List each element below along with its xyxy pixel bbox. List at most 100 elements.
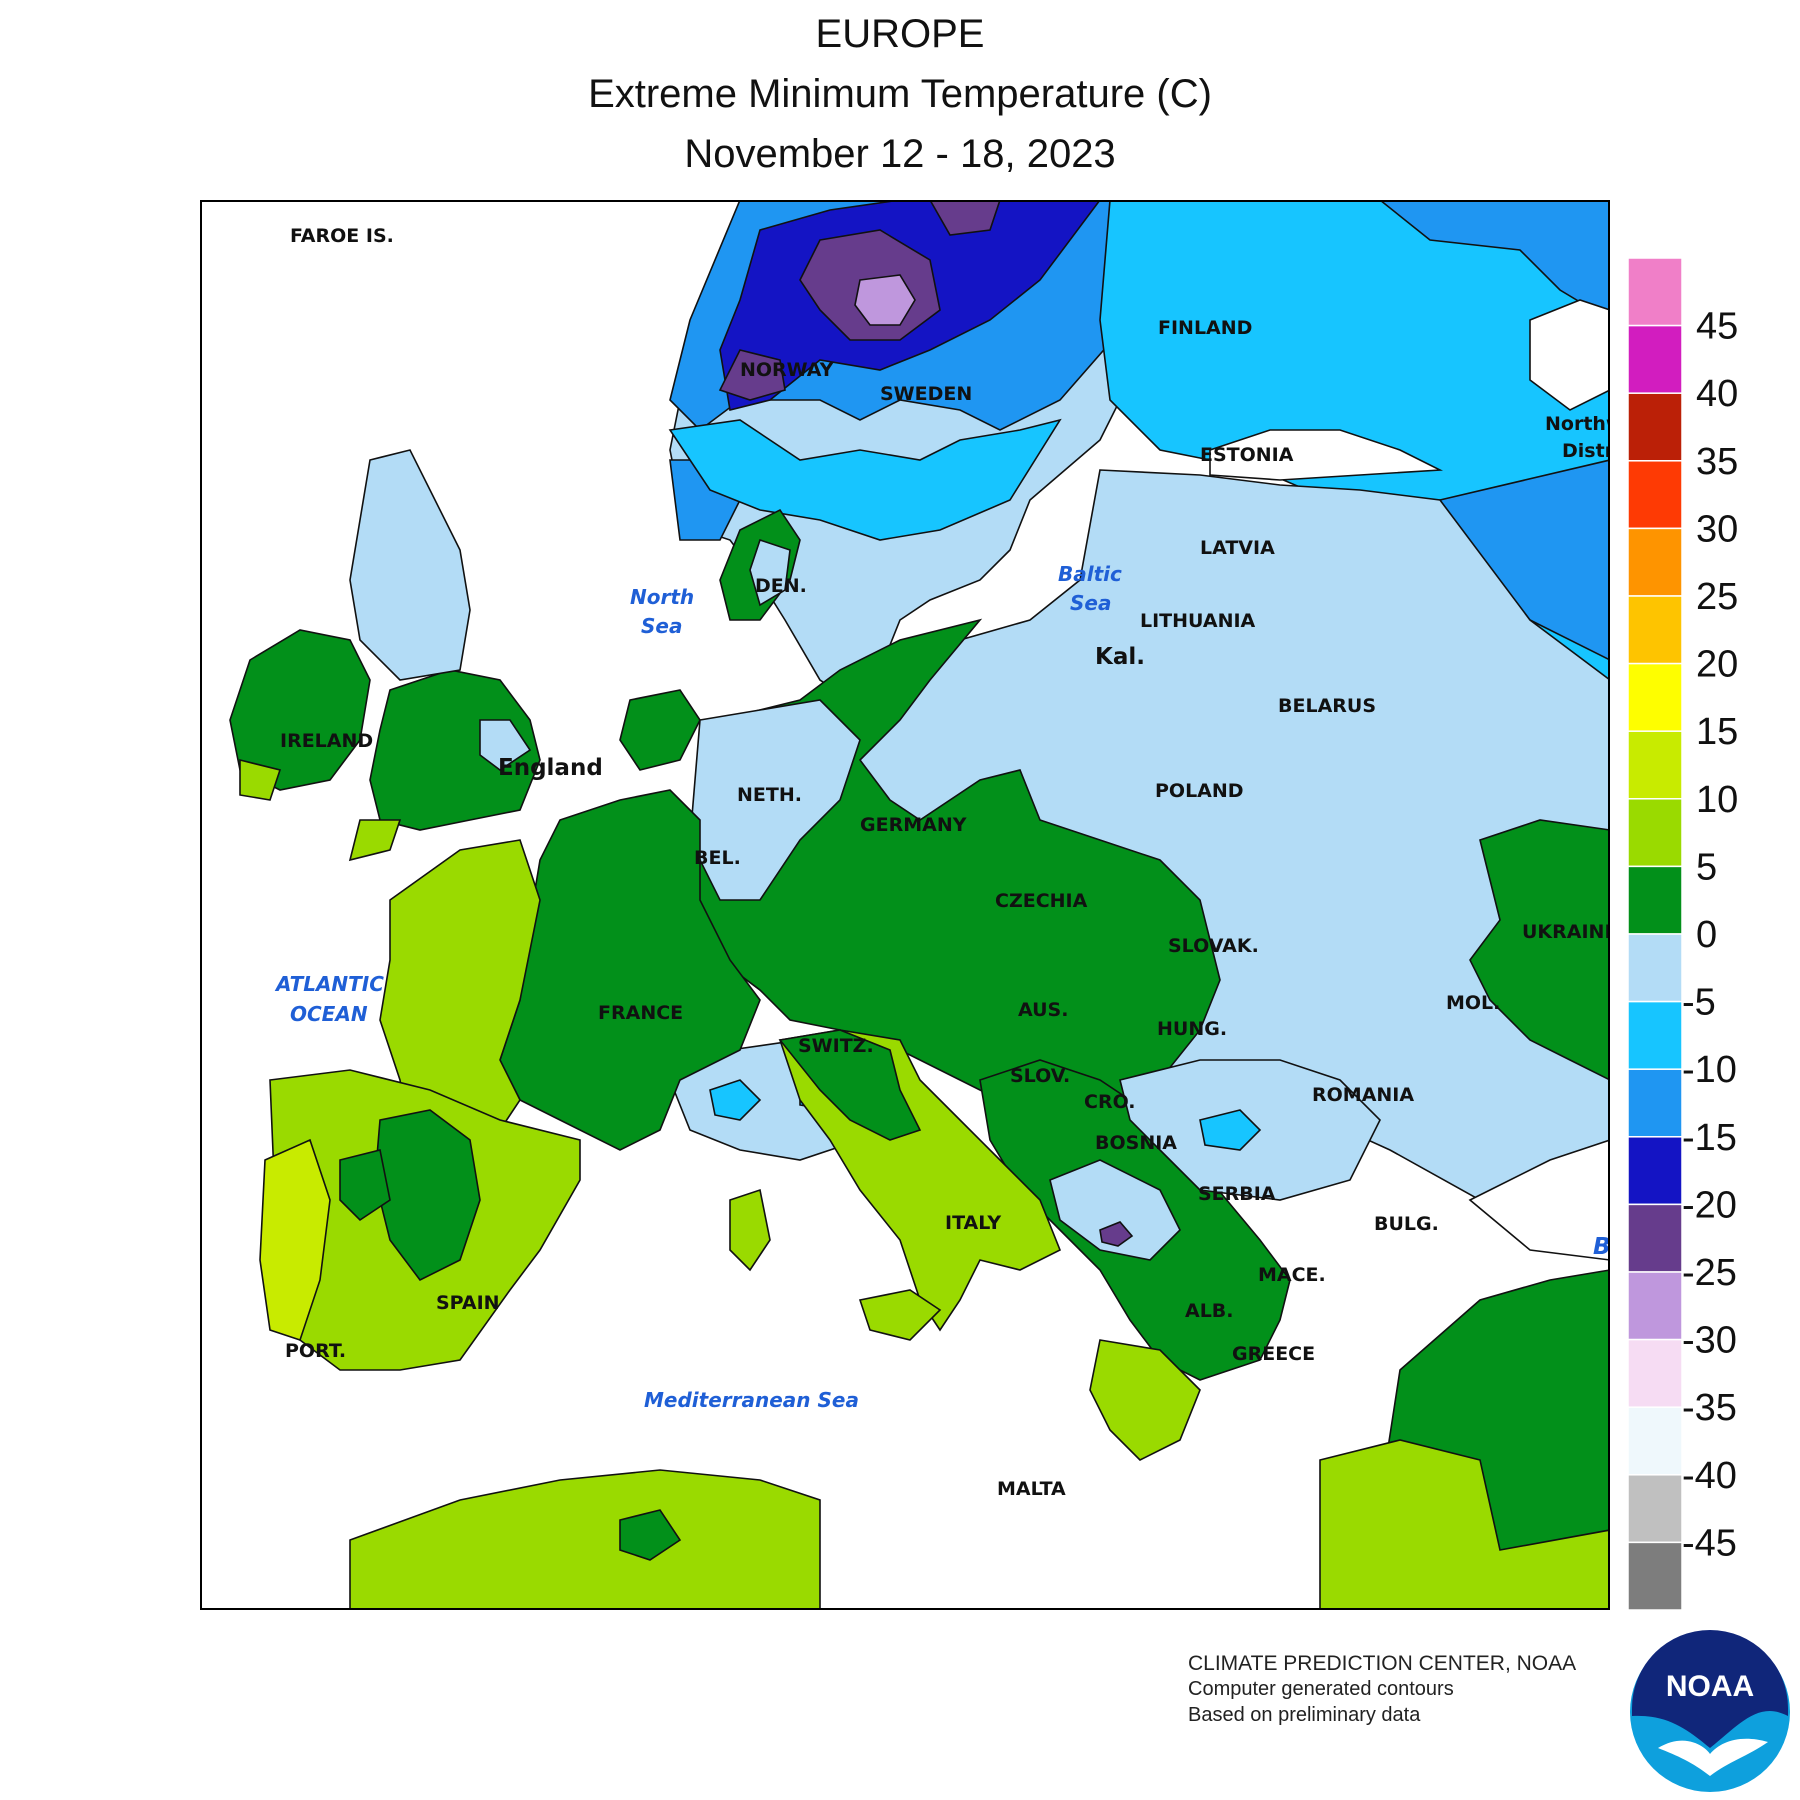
region-gulf-of-finland <box>1209 429 1444 481</box>
legend-tick-label: 30 <box>1696 508 1738 550</box>
label-north-sea-1: North <box>630 585 694 609</box>
region-serbia-light <box>1049 1159 1181 1261</box>
region-italy-green <box>778 1029 922 1141</box>
label-ireland: IRELAND <box>280 730 373 752</box>
region-ireland <box>229 629 371 791</box>
region-turkey-light <box>1319 1439 1610 1610</box>
label-edge-b: B <box>1593 1234 1610 1260</box>
label-denmark: DEN. <box>755 575 807 597</box>
legend-swatch <box>1628 1068 1683 1138</box>
noaa-logo-icon: NOAA <box>1630 1630 1790 1792</box>
legend-swatch <box>1628 460 1683 530</box>
label-portugal: PORT. <box>285 1340 346 1362</box>
label-mediterranean: Mediterranean Sea <box>644 1388 859 1412</box>
land-regions <box>229 200 1610 1610</box>
label-belarus: BELARUS <box>1278 695 1376 717</box>
label-greece: GREECE <box>1232 1343 1315 1365</box>
legend-swatch <box>1628 1203 1683 1273</box>
temperature-legend: 45 40 35 30 25 20 15 10 5 0 -5 -10 -15 -20 -25 -30 -35 -4… <box>1628 258 1738 1610</box>
legend-tick-label: 40 <box>1696 373 1738 415</box>
legend-swatch <box>1628 933 1683 1003</box>
legend-tick-label: -35 <box>1682 1387 1737 1429</box>
label-albania: ALB. <box>1185 1300 1234 1322</box>
label-france: FRANCE <box>598 1002 683 1024</box>
legend-swatch <box>1628 798 1683 868</box>
legend-tick-label: -20 <box>1682 1184 1737 1226</box>
legend-swatch <box>1628 1000 1683 1070</box>
legend-swatch <box>1628 1541 1683 1610</box>
label-macedonia: MACE. <box>1258 1264 1326 1286</box>
label-bosnia: BOSNIA <box>1095 1132 1177 1154</box>
label-ukraine: UKRAINE <box>1522 921 1610 943</box>
legend-tick-label: 5 <box>1696 846 1717 888</box>
credit-data-note: Based on preliminary data <box>1188 1704 1421 1726</box>
label-faroe: FAROE IS. <box>290 225 394 247</box>
region-england-light <box>479 719 532 771</box>
label-northwest-2: Distri <box>1562 440 1610 462</box>
region-denmark-light <box>749 538 791 607</box>
noaa-logo-bird <box>1658 1738 1768 1776</box>
region-netherlands <box>619 689 701 771</box>
label-austria: AUS. <box>1018 999 1068 1021</box>
noaa-logo-upper <box>1632 1630 1788 1748</box>
legend-tick-label: 35 <box>1696 441 1738 483</box>
map-frame <box>200 200 1610 1610</box>
region-scand-purple-2 <box>718 349 786 401</box>
map-title: EUROPE <box>815 12 985 56</box>
label-malta: MALTA <box>997 1478 1066 1500</box>
legend-swatch <box>1628 1338 1683 1408</box>
legend-swatch <box>1628 324 1683 394</box>
map-subtitle: Extreme Minimum Temperature (C) <box>588 72 1212 116</box>
legend-swatch <box>1628 392 1683 462</box>
noaa-logo-text: NOAA <box>1666 1670 1754 1703</box>
label-slovenia: SLOV. <box>1010 1065 1070 1087</box>
region-spain-green-2 <box>339 1149 391 1222</box>
label-slovakia: SLOVAK. <box>1168 935 1259 957</box>
legend-swatch <box>1628 1136 1683 1206</box>
label-netherlands: NETH. <box>737 784 802 806</box>
region-britain-green <box>369 669 541 831</box>
credit-method: Computer generated contours <box>1188 1678 1454 1700</box>
legend-swatch <box>1628 730 1683 800</box>
region-cornwall <box>348 819 402 862</box>
label-northwest-1: Northw <box>1545 413 1610 435</box>
legend-swatch <box>1628 595 1683 665</box>
legend-swatch <box>1628 258 1683 327</box>
label-poland: POLAND <box>1155 780 1244 802</box>
credit-agency: CLIMATE PREDICTION CENTER, NOAA <box>1188 1652 1577 1675</box>
label-lithuania: LITHUANIA <box>1140 610 1256 632</box>
region-germany-light <box>689 699 861 901</box>
map-date-range: November 12 - 18, 2023 <box>684 132 1116 176</box>
region-scand-lavender <box>854 274 916 326</box>
label-atlantic-2: OCEAN <box>290 1002 368 1026</box>
label-finland: FINLAND <box>1158 317 1252 339</box>
label-switzerland: SWITZ. <box>798 1035 874 1057</box>
label-north-sea-2: Sea <box>641 614 682 638</box>
legend-tick-label: 10 <box>1696 779 1738 821</box>
region-north-africa <box>349 1469 821 1610</box>
legend-swatch <box>1628 662 1683 732</box>
label-belgium: BEL. <box>694 847 741 869</box>
region-finland-lake <box>1529 299 1610 411</box>
label-estonia: ESTONIA <box>1200 444 1294 466</box>
legend-tick-label: -10 <box>1682 1049 1737 1091</box>
legend-tick-label: -45 <box>1682 1522 1737 1564</box>
label-baltic-sea-1: Baltic <box>1058 562 1122 586</box>
label-england: England <box>498 755 603 781</box>
label-czechia: CZECHIA <box>995 890 1088 912</box>
legend-tick-label: -15 <box>1682 1117 1737 1159</box>
region-ireland-south <box>239 758 282 801</box>
legend-swatch <box>1628 527 1683 597</box>
region-ukraine-green <box>1469 819 1610 1081</box>
label-moldova: MOL. <box>1446 992 1500 1014</box>
region-black-sea <box>1468 1139 1610 1261</box>
legend-tick-label: 0 <box>1696 914 1717 956</box>
legend-swatches <box>1628 258 1683 1610</box>
region-portugal <box>259 1138 331 1342</box>
region-north-africa-green <box>619 1509 682 1561</box>
region-sardinia <box>729 1188 771 1272</box>
temperature-map: FAROE IS. NORWAY SWEDEN FINLAND ESTONIA … <box>200 200 1610 1610</box>
region-scotland-light <box>349 449 471 681</box>
legend-tick-label: 45 <box>1696 306 1738 348</box>
legend-tick-label: -30 <box>1682 1320 1737 1362</box>
